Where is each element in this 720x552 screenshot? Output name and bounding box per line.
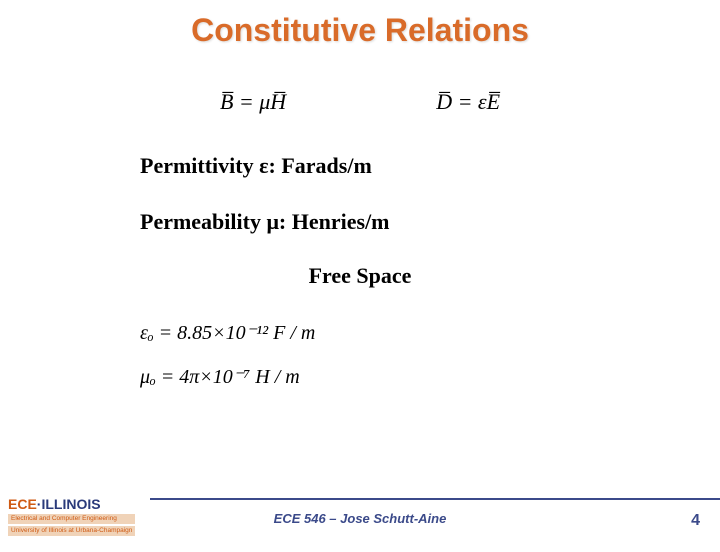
footer-divider xyxy=(150,498,720,500)
eq-b-text: B̅ = μH̅ xyxy=(220,89,286,114)
epsilon0-line: εₒ = 8.85×10⁻¹² F / m xyxy=(140,311,720,355)
free-space-equations: εₒ = 8.85×10⁻¹² F / m μₒ = 4π×10⁻⁷ H / m xyxy=(140,311,720,399)
slide-title: Constitutive Relations xyxy=(0,12,720,49)
permittivity-line: Permittivity ε: Farads/m xyxy=(140,153,720,179)
logo-top: ECE·ILLINOIS xyxy=(8,496,135,512)
logo-e: E xyxy=(27,496,36,512)
page-number: 4 xyxy=(691,512,700,530)
equations-row: B̅ = μH̅ D̅ = εE̅ xyxy=(0,89,720,115)
free-space-heading: Free Space xyxy=(0,263,720,289)
logo-ece: EC xyxy=(8,496,27,512)
equation-d: D̅ = εE̅ xyxy=(436,89,500,115)
logo-sub2: University of Illinois at Urbana-Champai… xyxy=(8,526,135,536)
eq-d-text: D̅ = εE̅ xyxy=(436,89,500,114)
logo-illinois: ILLINOIS xyxy=(41,496,100,512)
equation-b: B̅ = μH̅ xyxy=(220,89,286,115)
logo-sub1: Electrical and Computer Engineering xyxy=(8,514,135,524)
permeability-line: Permeability μ: Henries/m xyxy=(140,209,720,235)
logo-block: ECE·ILLINOIS Electrical and Computer Eng… xyxy=(8,496,135,536)
mu0-line: μₒ = 4π×10⁻⁷ H / m xyxy=(140,355,720,399)
